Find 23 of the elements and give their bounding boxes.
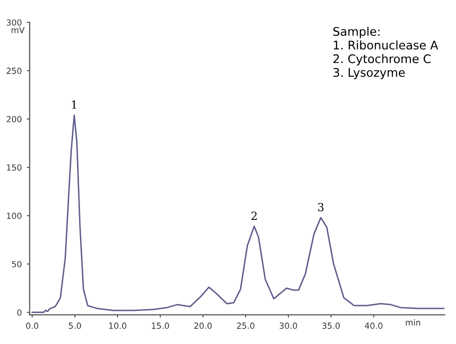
- x-tick-label: 30.0: [280, 322, 298, 329]
- line-series: [32, 114, 444, 314]
- x-tick-label: 0.0: [26, 322, 38, 329]
- x-tick-label: 10.0: [109, 322, 126, 329]
- y-tick-label: 300: [6, 19, 22, 26]
- y-tick-label: 0: [17, 309, 22, 316]
- x-tick-label: 35.0: [322, 322, 340, 329]
- annotation: Sample: 1. Ribonuclease A 2. Cytochrome C 3. Lysozyme: [333, 26, 438, 80]
- y-tick-label: 100: [7, 212, 22, 219]
- y-tick-label: 250: [6, 68, 22, 74]
- y-axis-title: mV: [12, 27, 25, 34]
- y-tick-label: 150: [7, 164, 22, 171]
- x-tick-label: 25.0: [236, 322, 254, 329]
- annotation: 2: [251, 212, 257, 220]
- y-tick-label: 200: [6, 116, 22, 122]
- annotation: 3: [318, 202, 324, 212]
- x-tick-label: 15.0: [152, 322, 169, 329]
- x-tick-label: 5.0: [68, 322, 81, 329]
- y-tick-label: 50: [12, 260, 22, 268]
- x-axis-title: min: [406, 319, 420, 326]
- x-tick-label: 20.0: [194, 322, 212, 329]
- x-tick-label: 40.0: [364, 322, 382, 329]
- annotation: 1: [72, 100, 76, 109]
